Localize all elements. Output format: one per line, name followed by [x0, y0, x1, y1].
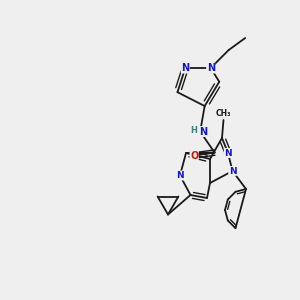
Text: O: O [190, 151, 198, 160]
Text: N: N [181, 63, 189, 73]
Text: N: N [224, 148, 232, 158]
Text: N: N [207, 63, 215, 73]
Text: N: N [176, 171, 184, 180]
Text: H: H [190, 125, 197, 134]
Text: N: N [229, 167, 236, 176]
Text: CH₃: CH₃ [216, 109, 231, 118]
Text: N: N [199, 127, 207, 136]
